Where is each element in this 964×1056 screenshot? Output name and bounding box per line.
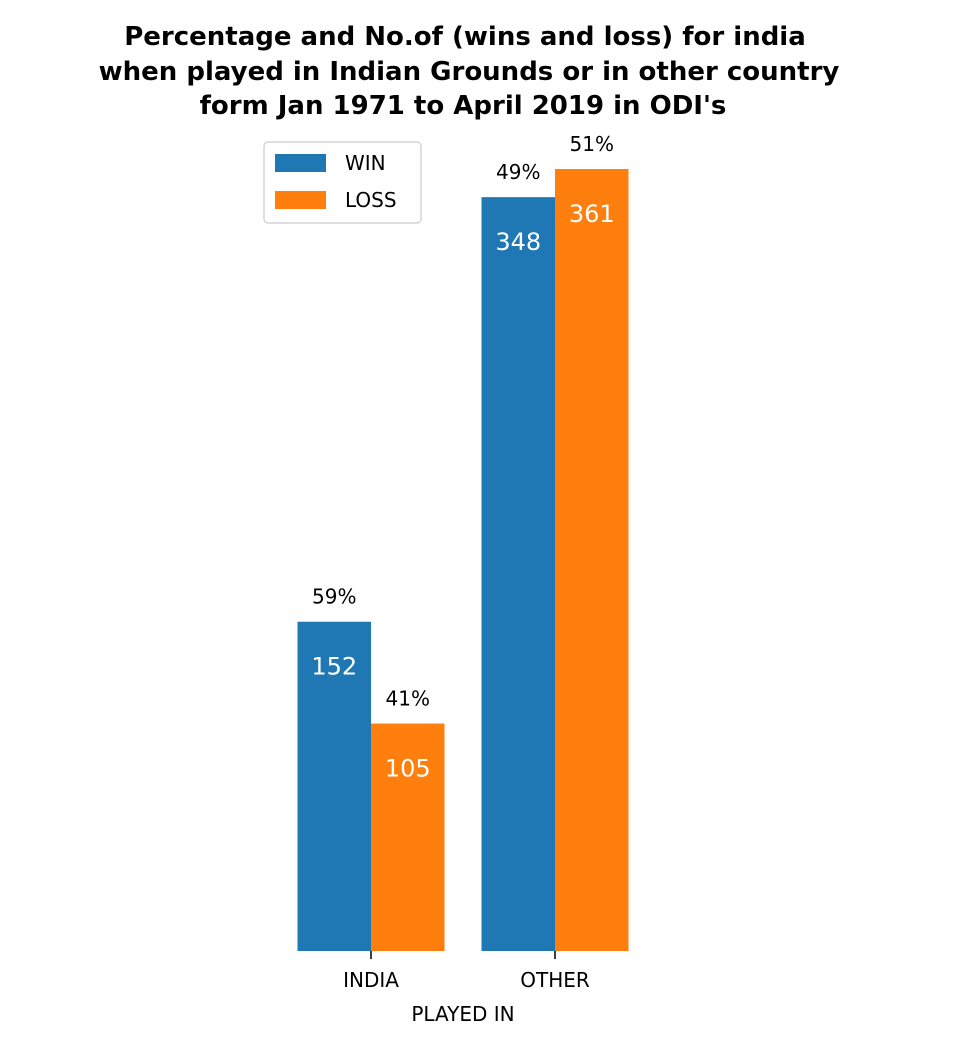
count-label-other-win: 348: [495, 228, 541, 256]
chart-title: Percentage and No.of (wins and loss) for…: [99, 22, 840, 121]
title-line-1: Percentage and No.of (wins and loss) for…: [124, 22, 806, 52]
x-tick-label-other: OTHER: [520, 968, 590, 992]
bar-other-win: [481, 197, 555, 952]
bar-india-loss: [371, 723, 445, 951]
count-label-india-loss: 105: [385, 755, 431, 783]
bars: [297, 169, 629, 952]
legend-label-win: WIN: [345, 151, 386, 175]
percent-label-india-loss: 41%: [386, 687, 430, 711]
percent-label-other-loss: 51%: [570, 132, 614, 156]
count-label-india-win: 152: [311, 653, 357, 681]
x-axis: INDIA OTHER PLAYED IN: [343, 951, 590, 1026]
title-line-3: form Jan 1971 to April 2019 in ODI's: [200, 91, 727, 121]
bar-india-win: [297, 621, 371, 951]
legend: WIN LOSS: [263, 141, 422, 224]
bar-other-loss: [555, 169, 629, 951]
percent-label-other-win: 49%: [496, 160, 540, 184]
x-tick-label-india: INDIA: [343, 968, 399, 992]
data-labels: 59% 152 41% 105 49% 348 51% 361: [311, 132, 614, 783]
legend-swatch-win: [275, 154, 326, 172]
percent-label-india-win: 59%: [312, 585, 356, 609]
legend-label-loss: LOSS: [345, 188, 397, 212]
x-axis-label: PLAYED IN: [411, 1002, 514, 1026]
legend-swatch-loss: [275, 191, 326, 209]
title-line-2: when played in Indian Grounds or in othe…: [99, 57, 840, 87]
count-label-other-loss: 361: [569, 200, 615, 228]
